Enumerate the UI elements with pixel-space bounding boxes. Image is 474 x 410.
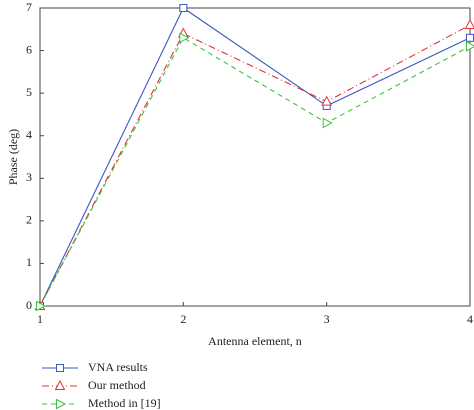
marker [179,4,188,12]
x-tick-label: 3 [324,312,330,326]
y-axis-label: Phase (deg) [6,129,20,185]
x-tick-label: 4 [467,312,473,326]
marker [466,40,474,52]
y-tick-label: 1 [26,255,32,269]
marker [56,364,64,372]
x-tick-label: 1 [37,312,43,326]
x-axis-label: Antenna element, n [208,334,302,348]
marker [54,379,66,390]
y-tick-label: 7 [26,0,32,14]
marker [36,300,47,312]
y-tick-label: 4 [26,127,32,141]
marker [322,117,333,129]
series-line [39,24,471,307]
marker [321,95,332,106]
y-tick-label: 2 [26,213,32,227]
plot-frame [39,7,471,307]
marker [466,33,474,42]
series-line [39,7,471,307]
y-tick-label: 0 [26,298,32,312]
y-tick-label: 6 [26,42,32,56]
legend-label: Method in [19] [88,396,161,410]
marker [464,18,474,30]
x-tick-label: 2 [180,312,186,326]
y-tick-label: 3 [26,170,32,184]
marker [179,32,190,44]
series-line [39,37,471,307]
y-tick-label: 5 [26,85,32,99]
marker [56,398,67,410]
legend-label: VNA results [88,360,148,374]
legend-label: Our method [88,378,146,392]
